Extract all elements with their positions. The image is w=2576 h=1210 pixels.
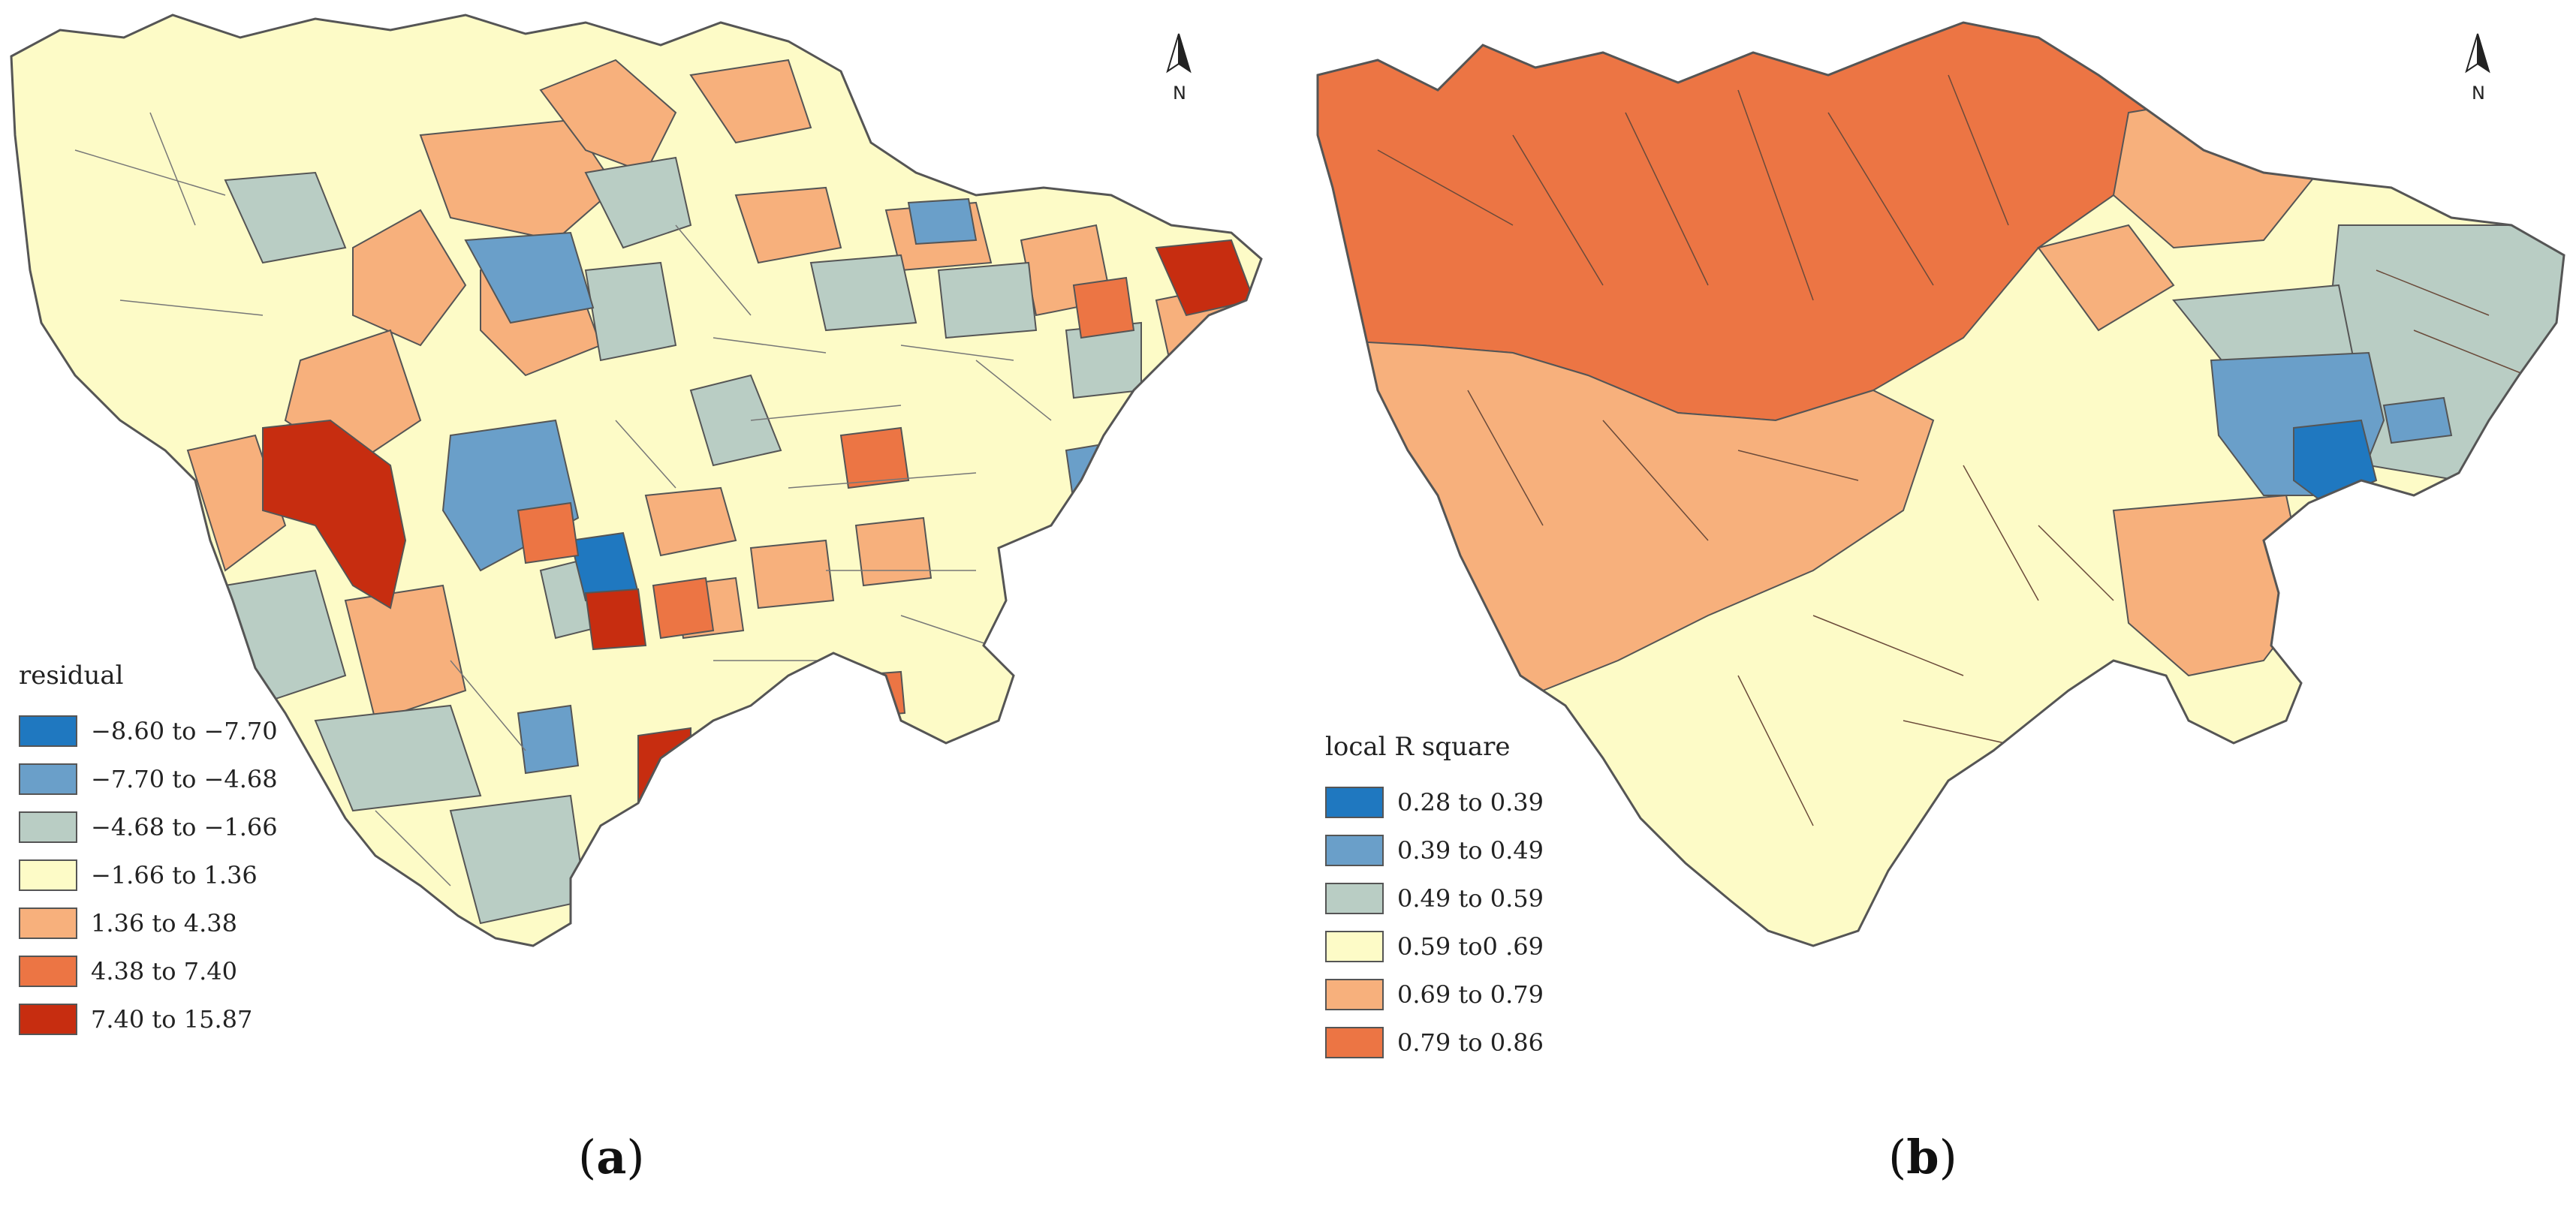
caption-letter: b: [1906, 1130, 1939, 1184]
legend-title: local R square: [1325, 732, 1511, 762]
legend-label: 0.49 to 0.59: [1397, 884, 1544, 913]
legend-swatch: [1325, 931, 1384, 962]
legend-label: −7.70 to −4.68: [91, 765, 278, 793]
legend-swatch: [1325, 1027, 1384, 1058]
legend-item: 1.36 to 4.38: [19, 899, 278, 947]
legend-swatch: [1325, 979, 1384, 1010]
legend-item: 0.28 to 0.39: [1325, 778, 1544, 826]
legend-swatch: [1325, 835, 1384, 866]
north-label: N: [1173, 83, 1186, 104]
legend-label: 1.36 to 4.38: [91, 909, 237, 938]
legend-label: 0.59 to0 .69: [1397, 932, 1544, 961]
residual-map-outline: [10, 14, 1263, 947]
r-square-legend: local R square 0.28 to 0.39 0.39 to 0.49…: [1325, 732, 1544, 1067]
legend-label: 0.28 to 0.39: [1397, 788, 1544, 817]
legend-label: −1.66 to 1.36: [91, 861, 258, 889]
legend-label: −4.68 to −1.66: [91, 813, 278, 841]
legend-label: 4.38 to 7.40: [91, 957, 237, 986]
caption-close: ): [1939, 1130, 1957, 1184]
legend-item: 0.59 to0 .69: [1325, 923, 1544, 971]
caption-open: (: [578, 1130, 597, 1184]
residual-county-boundaries: [74, 112, 1052, 886]
legend-item: 0.79 to 0.86: [1325, 1019, 1544, 1067]
panel-a-residual-map: N residual −8.60 to −7.70 −7.70 to −4.68…: [10, 14, 1263, 1184]
legend-swatch: [19, 763, 77, 795]
legend-item: 0.49 to 0.59: [1325, 874, 1544, 923]
legend-item: −1.66 to 1.36: [19, 851, 278, 899]
legend-label: −8.60 to −7.70: [91, 717, 278, 745]
legend-label: 7.40 to 15.87: [91, 1005, 253, 1034]
legend-swatch: [19, 859, 77, 891]
legend-swatch: [1325, 787, 1384, 818]
legend-swatch: [19, 811, 77, 843]
caption-close: ): [626, 1130, 645, 1184]
legend-item: 0.69 to 0.79: [1325, 971, 1544, 1019]
legend-swatch: [19, 715, 77, 747]
residual-map: [10, 14, 1263, 947]
legend-item: −4.68 to −1.66: [19, 803, 278, 851]
legend-label: 0.69 to 0.79: [1397, 980, 1544, 1009]
legend-swatch: [19, 908, 77, 939]
legend-label: 0.79 to 0.86: [1397, 1028, 1544, 1057]
caption-open: (: [1888, 1130, 1907, 1184]
legend-swatch: [19, 956, 77, 987]
legend-title: residual: [19, 661, 124, 691]
residual-legend: residual −8.60 to −7.70 −7.70 to −4.68 −…: [19, 661, 278, 1043]
caption-letter: a: [596, 1130, 627, 1184]
legend-label: 0.39 to 0.49: [1397, 836, 1544, 865]
legend-item: −8.60 to −7.70: [19, 707, 278, 755]
panel-b-local-r-square-map: N local R square 0.28 to 0.39 0.39 to 0.…: [1288, 0, 2576, 1210]
legend-item: 7.40 to 15.87: [19, 995, 278, 1043]
legend-item: −7.70 to −4.68: [19, 755, 278, 803]
legend-swatch: [19, 1004, 77, 1035]
north-arrow-icon: N: [1160, 30, 1198, 104]
r-square-map-outline: [1316, 21, 2565, 947]
r-square-county-boundaries: [1377, 74, 2527, 826]
panel-caption: (b): [1888, 1130, 1957, 1184]
north-label: N: [2472, 83, 2485, 104]
panel-caption: (a): [578, 1130, 645, 1184]
legend-item: 4.38 to 7.40: [19, 947, 278, 995]
north-arrow-icon: N: [2459, 30, 2496, 104]
local-r-square-map: [1316, 21, 2565, 947]
legend-swatch: [1325, 883, 1384, 914]
legend-item: 0.39 to 0.49: [1325, 826, 1544, 874]
